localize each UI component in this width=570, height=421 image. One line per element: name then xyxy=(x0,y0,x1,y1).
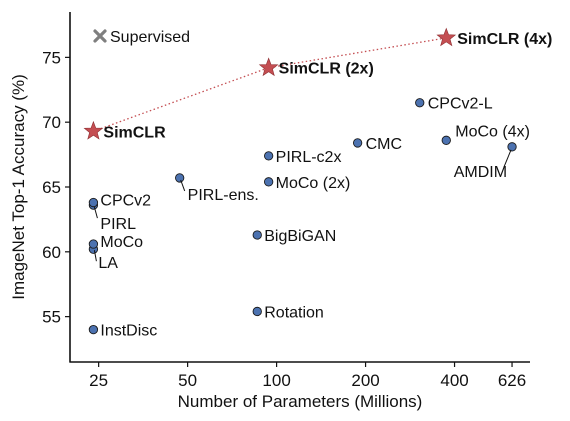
data-point-moco-4x xyxy=(441,135,451,145)
x-tick-label: 626 xyxy=(498,371,526,390)
star-point-simclr xyxy=(83,120,104,140)
x-tick-label: 100 xyxy=(262,371,290,390)
x-tick-label: 50 xyxy=(178,371,197,390)
legend-entry: Supervised xyxy=(93,29,190,46)
x-tick-label: 25 xyxy=(89,371,108,390)
data-point-pirl-ens xyxy=(175,173,185,183)
point-label-bigbigan: BigBiGAN xyxy=(264,228,336,245)
star-point-simclr-2x xyxy=(258,57,279,77)
y-tick-label: 70 xyxy=(42,113,61,132)
point-label-cpcv2: CPCv2 xyxy=(100,193,151,210)
point-label-cmc: CMC xyxy=(366,136,402,153)
point-label-pirl: PIRL xyxy=(100,216,136,233)
data-point-cpcv2 xyxy=(88,197,99,208)
point-label-instdisc: InstDisc xyxy=(100,323,157,340)
point-label-simclr-2x: SimCLR (2x) xyxy=(279,61,374,78)
y-axis-label: ImageNet Top-1 Accuracy (%) xyxy=(9,74,28,300)
y-tick-label: 55 xyxy=(42,308,61,327)
data-point-cmc xyxy=(352,138,363,148)
label-leader-line xyxy=(180,179,186,192)
y-tick-label: 65 xyxy=(42,178,61,197)
series-star xyxy=(83,27,457,140)
point-label-simclr: SimCLR xyxy=(103,124,166,141)
point-labels: InstDisc Rotation BigBiGAN LA MoCo MoCo (2x) M… xyxy=(93,31,552,340)
point-label-cpcv2-l: CPCv2-L xyxy=(428,96,493,113)
data-point-rotation xyxy=(252,306,262,317)
legend-label: Supervised xyxy=(110,29,190,46)
data-point-cpcv2-l xyxy=(415,98,425,108)
legend-x-marker-icon xyxy=(93,29,107,43)
y-tick-label: 60 xyxy=(42,243,61,262)
point-label-moco-4x: MoCo (4x) xyxy=(455,123,530,140)
label-leader-line xyxy=(93,250,97,262)
point-label-simclr-4x: SimCLR (4x) xyxy=(457,31,552,48)
x-tick-label: 400 xyxy=(440,371,468,390)
point-label-moco: MoCo xyxy=(100,234,143,251)
data-point-bigbigan xyxy=(252,230,262,240)
y-axis-ticks: 55 60 65 70 75 xyxy=(42,48,70,327)
point-label-rotation: Rotation xyxy=(264,304,324,321)
point-label-amdim: AMDIM xyxy=(454,164,507,181)
x-tick-label: 200 xyxy=(351,371,379,390)
y-tick-label: 75 xyxy=(42,48,61,67)
data-point-moco xyxy=(88,239,99,249)
data-point-pirl-c2x xyxy=(264,151,274,161)
point-label-pirl-c2x: PIRL-c2x xyxy=(276,149,342,166)
x-axis-label: Number of Parameters (Millions) xyxy=(178,392,423,411)
data-point-instdisc xyxy=(88,324,99,335)
legend: Supervised xyxy=(93,29,190,46)
data-point-amdim xyxy=(507,142,517,152)
label-leader-line xyxy=(93,207,98,219)
series-connector-line xyxy=(93,37,447,132)
x-axis-ticks: 25 50 100 200 400 626 xyxy=(89,362,526,390)
star-point-simclr-4x xyxy=(436,27,457,47)
point-label-la: LA xyxy=(98,255,118,272)
label-leader-line xyxy=(503,149,512,168)
series-layer xyxy=(83,27,517,335)
point-label-moco-2x: MoCo (2x) xyxy=(276,175,351,192)
data-point-moco-2x xyxy=(264,177,274,187)
point-label-pirl-ens: PIRL-ens. xyxy=(188,187,259,204)
series-circle xyxy=(88,98,517,335)
